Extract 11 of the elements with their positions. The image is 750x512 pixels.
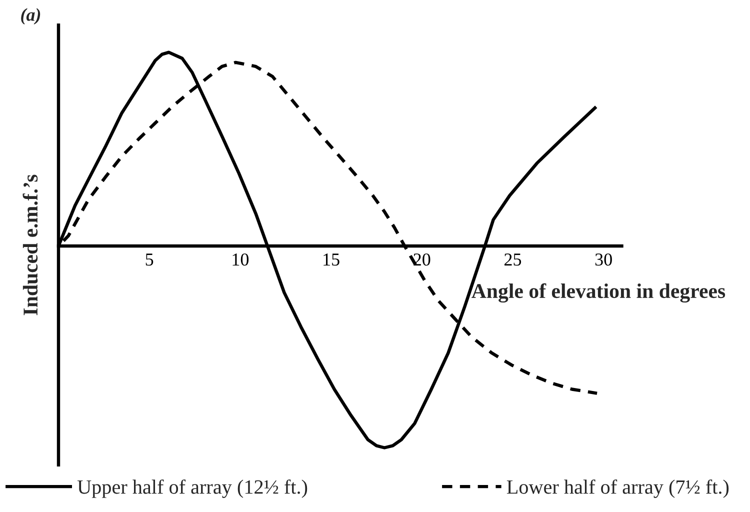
x-tick-label: 15 [324, 254, 340, 266]
x-tick-label: 5 [146, 254, 154, 266]
x-axis-title: Angle of elevation in degrees [472, 283, 726, 303]
x-tick-label: 25 [504, 254, 522, 266]
x-tick-label: 20 [414, 253, 430, 266]
x-tick-label: 30 [595, 253, 612, 266]
chart-title: (a) [21, 8, 40, 25]
y-axis-title: Induced e.m.f.’s [22, 174, 38, 316]
x-tick-label: 10 [232, 253, 249, 266]
legend-label: Lower half of array (7½ ft.) [506, 479, 729, 498]
legend-label: Upper half of array (12½ ft.) [77, 479, 308, 498]
